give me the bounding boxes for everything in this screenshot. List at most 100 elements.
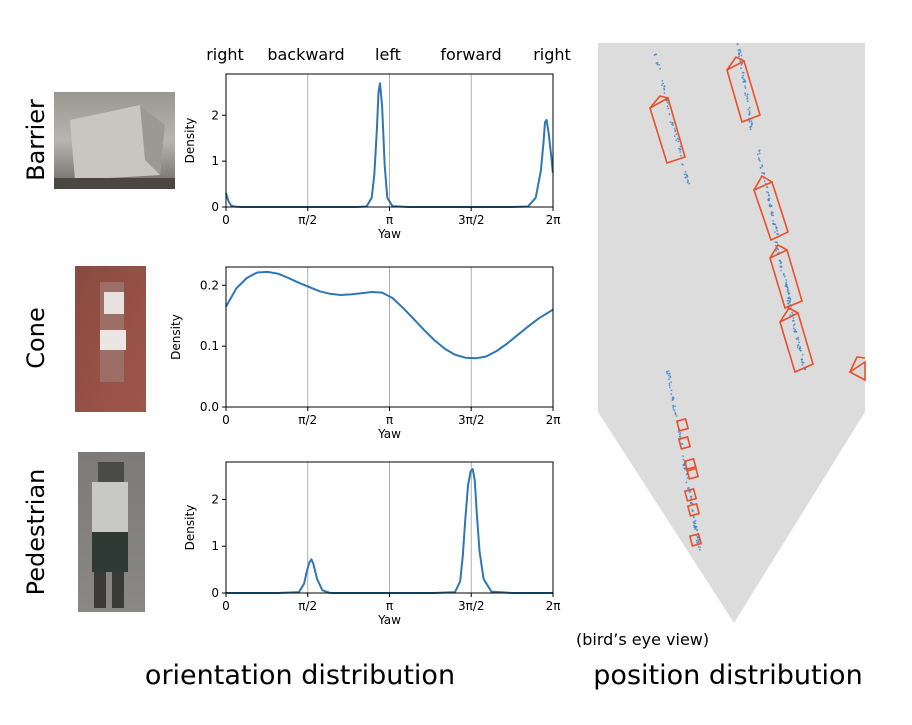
position-sample (775, 226, 778, 228)
position-sample (668, 386, 671, 389)
position-sample (674, 412, 677, 414)
position-sample (759, 160, 761, 162)
position-sample (748, 106, 751, 109)
x-axis-title: Yaw (377, 227, 401, 241)
position-sample (759, 166, 762, 169)
object-box (769, 248, 803, 310)
x-tick-label: 3π/2 (458, 599, 485, 613)
position-sample (656, 63, 659, 66)
position-sample (687, 180, 689, 183)
object-box (848, 360, 866, 382)
position-sample (785, 281, 788, 284)
object-box-heading (779, 306, 799, 323)
y-tick-label: 0.2 (200, 278, 219, 292)
object-box (685, 465, 700, 480)
position-sample (741, 76, 743, 79)
position-sample (739, 60, 741, 62)
position-sample (784, 275, 786, 278)
position-sample (773, 231, 776, 234)
position-sample (667, 370, 670, 372)
x-tick-label: 2π (546, 599, 561, 613)
pedestrian-photo (78, 452, 145, 612)
position-sample (687, 487, 689, 490)
position-sample (799, 347, 802, 349)
position-sample (692, 521, 695, 523)
barrier-photo (54, 92, 175, 189)
object-box (779, 311, 814, 374)
position-sample (774, 241, 777, 244)
position-sample (801, 353, 804, 356)
position-sample (762, 172, 765, 175)
position-sample (672, 408, 675, 410)
position-sample (697, 540, 700, 543)
position-sample (679, 433, 681, 436)
position-sample (673, 409, 676, 412)
position-sample (684, 171, 687, 173)
position-sample (741, 62, 743, 65)
position-sample (691, 509, 694, 512)
position-sample (668, 372, 671, 375)
position-sample (766, 186, 769, 189)
position-sample (789, 314, 792, 317)
position-sample (659, 67, 661, 70)
position-sample (788, 296, 791, 298)
position-sample (679, 151, 682, 153)
row-label-cone: Cone (22, 307, 50, 368)
x-tick-label: 3π/2 (458, 213, 485, 227)
position-sample (672, 397, 675, 400)
position-sample (777, 233, 780, 235)
position-sample (695, 539, 698, 542)
x-tick-label: π (386, 599, 393, 613)
position-sample (744, 94, 747, 96)
y-axis-title: Density (183, 118, 197, 164)
position-sample (743, 71, 745, 74)
position-sample (690, 501, 692, 504)
position-sample (744, 87, 747, 89)
object-box (677, 435, 692, 450)
object-box (726, 59, 761, 124)
position-sample (665, 370, 668, 373)
position-sample (685, 473, 688, 475)
x-tick-label: 2π (546, 413, 561, 427)
position-sample (789, 297, 792, 300)
object-boxes (649, 55, 866, 547)
pedestrian-chart: 0 π/2 π 3π/2 2π 0 1 2 Yaw Density (183, 461, 561, 627)
y-tick-label: 2 (211, 492, 219, 506)
position-sample (698, 548, 701, 551)
position-sample (787, 302, 789, 305)
bird-eye-view-map (598, 43, 866, 623)
position-sample (670, 389, 673, 392)
position-sample (681, 443, 684, 445)
y-axis-title: Density (183, 505, 197, 551)
position-sample (658, 63, 661, 66)
position-sample (675, 415, 678, 417)
position-sample (749, 128, 752, 131)
position-sample (784, 285, 787, 287)
position-sample (685, 481, 688, 484)
position-sample (801, 358, 804, 361)
x-tick-label: π (386, 413, 393, 427)
position-sample (742, 78, 745, 81)
x-tick-label: 3π/2 (458, 413, 485, 427)
position-sample (793, 330, 796, 333)
bev-field (598, 43, 865, 623)
position-sample (776, 241, 778, 244)
position-sample (668, 382, 671, 385)
position-sample (769, 203, 772, 206)
position-sample (666, 105, 669, 108)
direction-label: right (206, 45, 244, 64)
position-sample (767, 191, 770, 194)
position-sample (770, 214, 773, 217)
position-sample (801, 361, 804, 364)
position-sample (756, 153, 759, 156)
object-box-heading (726, 55, 745, 71)
position-sample (792, 327, 795, 330)
position-sample (663, 88, 666, 91)
direction-label: forward (440, 45, 501, 64)
x-tick-label: π/2 (298, 413, 317, 427)
position-sample (683, 173, 686, 176)
position-sample (680, 154, 682, 157)
position-sample (673, 135, 676, 138)
position-sample (663, 85, 666, 88)
position-sample (797, 338, 800, 341)
